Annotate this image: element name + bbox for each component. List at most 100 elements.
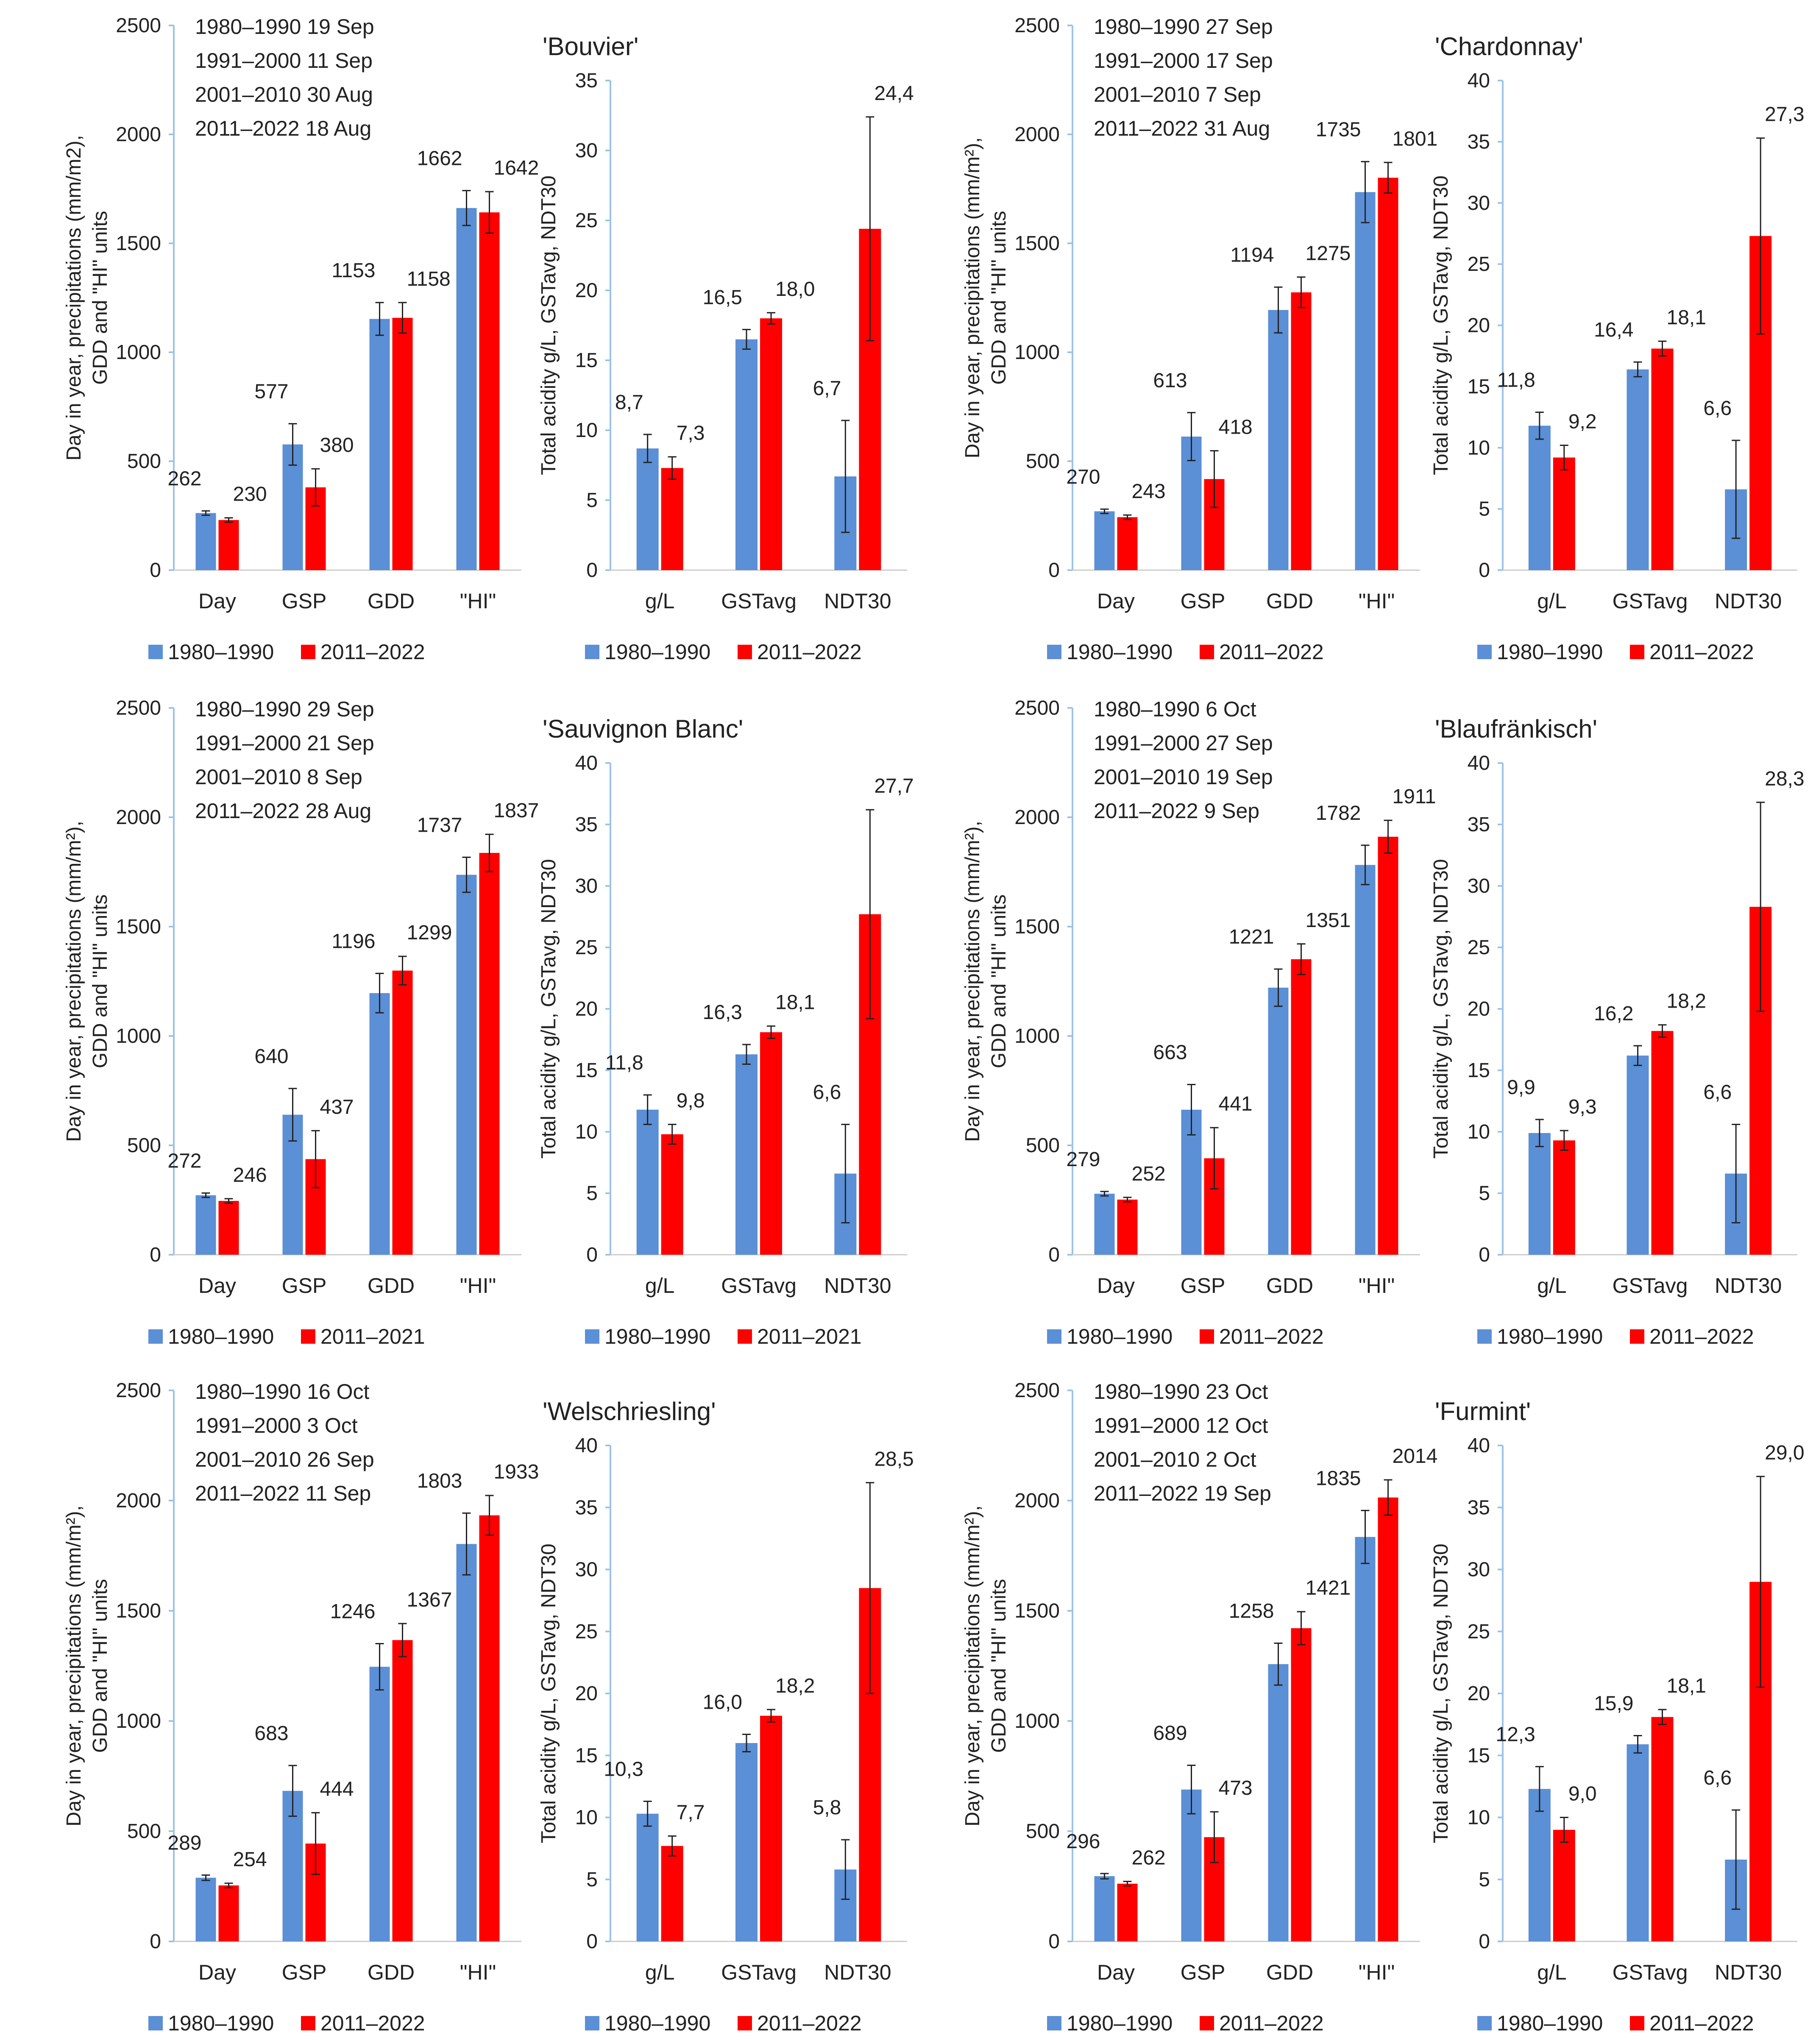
data-label: 444 (320, 1778, 354, 1800)
y-tick-label: 2500 (1014, 697, 1060, 719)
y-tick-label: 0 (586, 559, 598, 582)
legend-label-late: 2011–2022 (320, 640, 425, 664)
x-tick-label: GDD (1266, 589, 1313, 613)
data-label: 689 (1153, 1722, 1187, 1745)
y-tick-label: 0 (1048, 559, 1060, 582)
bar-early (1627, 1744, 1649, 1941)
harvest-date-line: 1991–2000 12 Oct (1094, 1414, 1268, 1437)
bar-early (636, 448, 659, 570)
y-tick-label: 500 (127, 1820, 161, 1843)
x-tick-label: g/L (1537, 1274, 1567, 1298)
legend-label-late: 2011–2021 (320, 1325, 425, 1348)
harvest-date-line: 2011–2022 28 Aug (195, 799, 371, 823)
data-label: 11,8 (1497, 369, 1535, 392)
data-label: 29,0 (1765, 1442, 1804, 1464)
y-tick-label: 30 (575, 1559, 598, 1581)
harvest-date-line: 1980–1990 23 Oct (1094, 1380, 1268, 1404)
legend-label-late: 2011–2022 (1649, 1325, 1754, 1348)
legend-swatch-early (585, 2016, 599, 2030)
y-tick-label: 10 (575, 1121, 598, 1143)
x-tick-label: Day (1097, 589, 1135, 613)
x-tick-label: NDT30 (1715, 1960, 1782, 1984)
data-label: 6,6 (1703, 1767, 1732, 1789)
x-tick-label: GDD (368, 1960, 415, 1984)
x-tick-label: GDD (368, 589, 415, 613)
bar-early (636, 1813, 659, 1941)
x-tick-label: GSTavg (721, 1960, 797, 1984)
legend-label-late: 2011–2022 (1649, 2011, 1754, 2035)
bar-early (456, 1544, 477, 1941)
harvest-date-line: 2011–2022 9 Sep (1094, 799, 1259, 823)
x-tick-label: Day (198, 1274, 236, 1298)
variety-title: 'Furmint' (1435, 1397, 1531, 1426)
legend-swatch-early (1477, 645, 1492, 659)
data-label: 272 (167, 1150, 201, 1172)
harvest-date-line: 2011–2022 11 Sep (195, 1481, 371, 1505)
x-tick-label: g/L (1537, 589, 1567, 613)
legend-label-late: 2011–2022 (757, 2011, 862, 2035)
y-axis-title-line2: GDD and "HI" units (89, 211, 111, 384)
y-tick-label: 1500 (116, 916, 161, 938)
chart-panel-3: 0 500 1000 1500 2000 2500 Day in year, precipi… (961, 14, 1437, 664)
y-tick-label: 10 (1468, 1807, 1490, 1829)
legend-label-early: 1980–1990 (168, 640, 274, 664)
y-tick-label: 1000 (116, 1025, 161, 1047)
bar-late (479, 1515, 500, 1941)
y-tick-label: 10 (1468, 437, 1490, 459)
variety-title: 'Chardonnay' (1435, 32, 1583, 61)
legend-swatch-late (1630, 2016, 1644, 2030)
bar-late (392, 317, 413, 570)
x-tick-label: GSP (1181, 1960, 1226, 1984)
legend-swatch-early (148, 1329, 163, 1344)
y-tick-label: 500 (1026, 450, 1060, 473)
harvest-date-line: 1980–1990 16 Oct (195, 1380, 370, 1404)
x-tick-label: NDT30 (824, 1960, 891, 1984)
y-tick-label: 25 (575, 1621, 598, 1643)
x-tick-label: GDD (368, 1274, 415, 1298)
y-tick-label: 0 (150, 559, 161, 582)
variety-title: 'Bouvier' (543, 32, 638, 61)
bar-late (661, 1134, 683, 1255)
x-tick-label: g/L (1537, 1960, 1567, 1984)
data-label: 1153 (331, 259, 375, 282)
harvest-date-line: 2001–2010 30 Aug (195, 83, 373, 106)
y-tick-label: 20 (1468, 998, 1490, 1020)
data-label: 1911 (1393, 785, 1436, 808)
bar-early (1355, 865, 1376, 1255)
data-label: 230 (233, 483, 267, 506)
chart-panel-1: 0 500 1000 1500 2000 2500 Day in year, precipi… (63, 14, 539, 664)
x-tick-label: NDT30 (1715, 1274, 1782, 1298)
bar-late (1553, 1830, 1575, 1941)
y-tick-label: 30 (1468, 1559, 1490, 1581)
bar-late (479, 853, 500, 1255)
legend-label-early: 1980–1990 (604, 640, 710, 664)
data-label: 1801 (1393, 128, 1438, 150)
legend-swatch-late (1630, 645, 1644, 659)
y-tick-label: 20 (575, 279, 598, 302)
legend-swatch-late (301, 2016, 315, 2030)
data-label: 1275 (1306, 242, 1351, 265)
chart-panel-12: 0 5 10 15 20 25 30 35 40 Total acidity g/L, GSTav… (1430, 1397, 1805, 2035)
data-label: 1196 (331, 930, 375, 952)
harvest-date-line: 1980–1990 19 Sep (195, 15, 374, 39)
y-axis-title-line1: Day in year, precipitations (mm/m²), (961, 821, 984, 1142)
y-tick-label: 10 (575, 1807, 598, 1829)
y-tick-label: 15 (1468, 1744, 1490, 1767)
y-tick-label: 40 (1468, 70, 1490, 92)
y-tick-label: 2000 (116, 806, 161, 829)
x-tick-label: "HI" (1359, 589, 1395, 613)
data-label: 279 (1066, 1148, 1100, 1171)
bar-late (1378, 1497, 1398, 1941)
data-label: 441 (1219, 1093, 1253, 1115)
data-label: 9,0 (1568, 1783, 1597, 1805)
legend-swatch-early (1047, 1329, 1061, 1344)
y-tick-label: 1500 (1014, 916, 1060, 938)
y-tick-label: 2000 (1014, 1490, 1060, 1512)
x-tick-label: "HI" (460, 1960, 496, 1984)
y-tick-label: 2000 (1014, 123, 1060, 146)
y-tick-label: 0 (150, 1930, 161, 1953)
data-label: 296 (1066, 1830, 1100, 1853)
data-label: 16,3 (703, 1001, 742, 1024)
x-tick-label: GSTavg (1613, 589, 1688, 613)
bar-early (1355, 192, 1376, 571)
